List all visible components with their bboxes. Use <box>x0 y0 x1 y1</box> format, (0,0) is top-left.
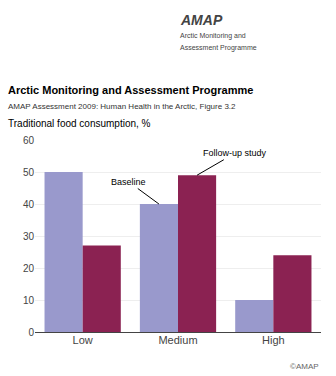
svg-text:Low: Low <box>73 334 93 346</box>
svg-text:20: 20 <box>23 263 35 274</box>
svg-text:High: High <box>262 334 285 346</box>
svg-text:©AMAP: ©AMAP <box>290 362 319 371</box>
svg-text:Traditional food consumption,: Traditional food consumption, % <box>8 118 151 129</box>
svg-text:Assessment Programme: Assessment Programme <box>180 44 257 52</box>
svg-text:40: 40 <box>23 199 35 210</box>
svg-text:AMAP Assessment 2009: Human He: AMAP Assessment 2009: Human Health in th… <box>8 102 236 111</box>
svg-text:30: 30 <box>23 231 35 242</box>
svg-text:Baseline: Baseline <box>111 177 146 187</box>
svg-text:0: 0 <box>28 327 34 338</box>
svg-text:10: 10 <box>23 295 35 306</box>
svg-text:Follow-up study: Follow-up study <box>203 148 267 158</box>
svg-text:60: 60 <box>23 135 35 146</box>
svg-text:Arctic Monitoring and: Arctic Monitoring and <box>180 32 246 40</box>
svg-text:50: 50 <box>23 167 35 178</box>
svg-text:Medium: Medium <box>158 334 197 346</box>
svg-text:Arctic Monitoring and Assessme: Arctic Monitoring and Assessment Program… <box>8 84 253 96</box>
svg-text:AMAP: AMAP <box>180 12 223 28</box>
